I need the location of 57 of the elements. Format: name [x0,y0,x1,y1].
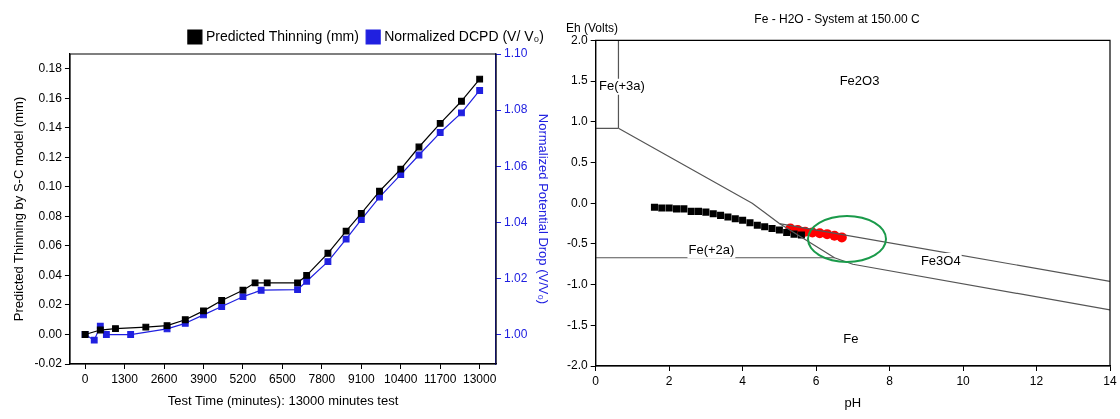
chart-title: Fe - H2O - System at 150.00 C [754,11,921,26]
x-tick-label: 0 [592,373,600,388]
y-tick-label: 0.0 [570,195,588,210]
y-tick-label: 0.04 [38,267,63,282]
x-tick-label: 14 [1103,373,1117,388]
x-tick-label: 6500 [269,371,297,386]
x-tick-label: 3900 [190,371,218,386]
x-tick-label: 10 [956,373,971,388]
x-tick-label: 2600 [150,371,178,386]
x-tick-label: 2 [665,373,673,388]
x-tick-label: 13000 [462,371,497,386]
y2-tick-label: 1.00 [504,326,528,341]
x-tick-label: 1300 [111,371,139,386]
x-tick-label: 9100 [347,371,375,386]
annotation: Fe2O3 [839,72,880,88]
y2-axis-title: Normalized Potential Drop (V/V₀) [535,113,551,305]
annotation: Fe3O4 [920,252,961,268]
y-axis-title: Predicted Thinning by S-C model (mm) [11,96,27,322]
x-tick-label: 11700 [423,371,457,386]
x-tick-label: 12 [1029,373,1044,388]
y-tick-label: 0.12 [38,149,63,164]
y-tick-label: -1.5 [566,317,588,332]
y-tick-label: 0.02 [38,297,63,312]
x-tick-label: 10400 [384,371,418,386]
y-tick-label: 1.5 [570,73,588,88]
annotation: Fe(+3a) [598,78,645,94]
y-tick-label: 0.06 [38,238,63,253]
y-tick-label: 0.08 [38,208,63,223]
y2-tick-label: 1.02 [504,270,528,285]
x-tick-label: 8 [886,373,894,388]
y-tick-label: 0.14 [38,120,63,135]
x-tick-label: 0 [81,371,89,386]
x-tick-label: 7800 [308,371,336,386]
y2-tick-label: 1.10 [504,46,528,61]
x-tick-label: 4 [739,373,747,388]
y2-tick-label: 1.04 [504,214,528,229]
y-tick-label: -0.5 [566,236,588,251]
y-tick-label: 0.16 [38,90,63,105]
x-tick-label: 5200 [229,371,257,386]
y-tick-label: 1.0 [570,114,588,129]
annotation: Fe(+2a) [688,241,735,257]
y-tick-label: -2.0 [566,358,588,373]
x-tick-label: 6 [812,373,820,388]
y-tick-label: -0.02 [34,356,63,371]
y2-tick-label: 1.08 [504,102,528,117]
legend-label: Normalized DCPD (V/ V₀) [384,27,545,44]
y-tick-label: 0.5 [570,154,588,169]
annotation: Fe [843,330,859,346]
y-tick-label: -1.0 [566,276,588,291]
y-tick-label: 0.10 [38,179,63,194]
legend-label: Predicted Thinning (mm) [205,27,359,44]
y2-tick-label: 1.06 [504,158,528,173]
y-tick-label: 0.18 [38,61,63,76]
y-tick-label: 0.00 [38,326,63,341]
x-axis-title: pH [844,394,862,410]
x-axis-title: Test Time (minutes): 13000 minutes test [167,392,399,408]
y-axis-title: Eh (Volts) [566,20,619,35]
